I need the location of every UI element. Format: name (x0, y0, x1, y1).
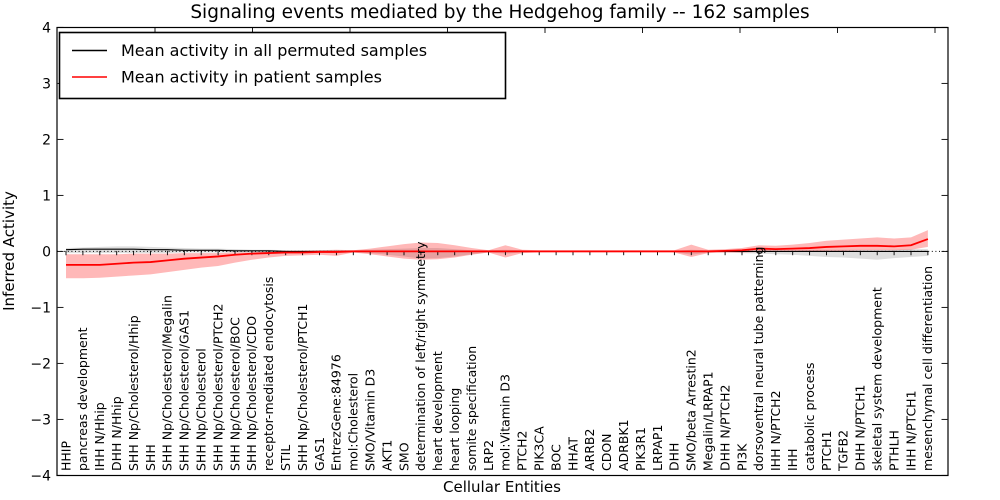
x-tick-label: Megalin/LRPAP1 (701, 371, 716, 471)
x-tick-label: EntrezGene:84976 (329, 354, 344, 471)
x-tick-label: skeletal system development (870, 287, 885, 471)
x-tick-label: SHH Np/Cholesterol/Hhip (126, 315, 141, 471)
x-tick-label: mol:Cholesterol (346, 373, 361, 471)
x-tick-label: DHH N/Hhip (109, 396, 124, 471)
legend-label-patient: Mean activity in patient samples (121, 68, 382, 87)
x-tick-label: SHH Np/Cholesterol/BOC (227, 317, 242, 471)
x-tick-label: catabolic process (802, 362, 817, 471)
x-tick-label: CDON (599, 433, 614, 471)
x-tick-label: BOC (548, 444, 563, 471)
x-tick-label: PTCH2 (515, 430, 530, 471)
y-tick-label: −4 (30, 468, 51, 484)
y-tick-label: 0 (42, 244, 51, 260)
y-tick-label: −3 (30, 412, 51, 428)
x-tick-label: DHH N/PTCH1 (853, 385, 868, 471)
x-tick-label: receptor-mediated endocytosis (261, 277, 276, 471)
x-tick-label: SHH Np/Cholesterol/Megalin (160, 295, 175, 471)
y-tick-label: 3 (42, 76, 51, 92)
chart-title: Signaling events mediated by the Hedgeho… (190, 2, 809, 23)
x-tick-label: heart development (430, 351, 445, 471)
x-tick-label: HHAT (565, 437, 580, 471)
x-tick-label: SHH Np/Cholesterol/PTCH2 (210, 304, 225, 472)
y-ticks: 4 3 2 1 0 −1 −2 −3 −4 (30, 20, 948, 484)
x-tick-label: GAS1 (312, 437, 327, 471)
x-tick-label: PIK3R1 (633, 427, 648, 471)
x-tick-label: SHH Np/Cholesterol (194, 348, 209, 471)
y-tick-label: −1 (30, 300, 51, 316)
patient-confidence-band (66, 230, 928, 279)
x-tick-label: mol:Vitamin D3 (498, 374, 513, 471)
legend-label-permuted: Mean activity in all permuted samples (121, 41, 427, 60)
x-tick-label: IHH N/Hhip (92, 402, 107, 471)
x-tick-label: SHH Np/Cholesterol/PTCH1 (295, 304, 310, 472)
x-tick-label: ADRBK1 (616, 419, 631, 471)
x-tick-label: SHH Np/Cholesterol/CDO (244, 316, 259, 471)
x-tick-label: STIL (278, 445, 293, 471)
x-tick-label: DHH N/PTCH2 (717, 385, 732, 471)
x-tick-label: IHH N/PTCH2 (768, 390, 783, 471)
x-tick-label: PTCH1 (819, 430, 834, 471)
y-tick-label: −2 (30, 356, 51, 372)
x-tick-label: dorsoventral neural tube patterning (751, 247, 766, 472)
x-tick-label: IHH N/PTCH1 (903, 390, 918, 471)
x-tick-label: IHH (785, 449, 800, 472)
x-tick-label: somite specification (464, 346, 479, 471)
x-tick-label: SMO/Vitamin D3 (363, 369, 378, 471)
x-tick-labels: HHIP pancreas development IHH N/Hhip DHH N/… (58, 241, 935, 472)
x-tick-label: mesenchymal cell differentiation (920, 266, 935, 471)
x-tick-label: SHH Np/Cholesterol/GAS1 (177, 310, 192, 471)
x-tick-label: LRP2 (481, 440, 496, 471)
x-axis-label: Cellular Entities (443, 478, 561, 496)
legend: Mean activity in all permuted samples Me… (58, 31, 507, 100)
legend-box (58, 31, 507, 100)
y-tick-label: 2 (42, 132, 51, 148)
x-tick-label: PI3K (734, 443, 749, 471)
x-tick-label: PIK3CA (532, 426, 547, 471)
y-tick-label: 1 (42, 188, 51, 204)
x-tick-label: HHIP (58, 441, 73, 471)
x-tick-label: LRPAP1 (650, 425, 665, 471)
permuted-confidence-band (66, 246, 928, 260)
patient-mean-line (66, 238, 929, 266)
x-tick-label: ARRB2 (582, 429, 597, 471)
x-tick-label: SMO/beta Arrestin2 (684, 349, 699, 471)
x-tick-label: pancreas development (75, 327, 90, 471)
x-tick-label: determination of left/right symmetry (413, 241, 428, 471)
x-tick-label: TGFB2 (836, 430, 851, 472)
x-tick-label: PTHLH (886, 430, 901, 471)
x-tick-label: DHH (667, 443, 682, 471)
y-tick-label: 4 (42, 20, 51, 36)
x-tick-label: heart looping (447, 388, 462, 471)
plot-frame (56, 26, 949, 477)
x-tick-label: SHH (143, 444, 158, 471)
y-axis-label: Inferred Activity (0, 191, 18, 311)
x-tick-label: AKT1 (379, 440, 394, 471)
x-tick-label: SMO (396, 442, 411, 471)
